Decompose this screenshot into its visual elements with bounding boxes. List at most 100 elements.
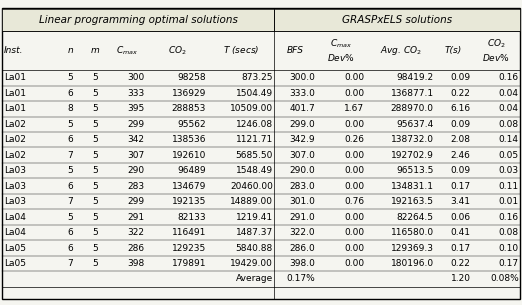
Text: 0.00: 0.00 [344, 120, 364, 129]
Text: 5: 5 [92, 182, 98, 191]
Text: 5: 5 [92, 243, 98, 253]
Text: 6.16: 6.16 [450, 104, 470, 113]
Text: 180196.0: 180196.0 [390, 259, 434, 268]
Text: 0.08: 0.08 [499, 228, 519, 237]
Text: 0.22: 0.22 [450, 259, 470, 268]
Text: 299: 299 [127, 120, 145, 129]
Text: 96489: 96489 [177, 166, 206, 175]
Text: 288853: 288853 [172, 104, 206, 113]
Text: 0.08%: 0.08% [490, 274, 519, 283]
Text: 1504.49: 1504.49 [236, 89, 273, 98]
Text: 129235: 129235 [172, 243, 206, 253]
Text: 300: 300 [127, 74, 145, 82]
Text: 0.00: 0.00 [344, 228, 364, 237]
Text: 5: 5 [92, 228, 98, 237]
Text: 134679: 134679 [172, 182, 206, 191]
Text: 5: 5 [92, 213, 98, 222]
Text: 2.08: 2.08 [450, 135, 470, 144]
Text: 98258: 98258 [177, 74, 206, 82]
Text: 2.46: 2.46 [450, 151, 470, 160]
Text: 1487.37: 1487.37 [235, 228, 273, 237]
Text: 0.00: 0.00 [344, 182, 364, 191]
Text: 6: 6 [67, 243, 73, 253]
Text: 283.0: 283.0 [290, 182, 315, 191]
Text: 192135: 192135 [172, 197, 206, 206]
Text: T(s): T(s) [445, 46, 462, 55]
Text: 0.17: 0.17 [450, 182, 470, 191]
Text: La01: La01 [4, 89, 26, 98]
Text: 5: 5 [67, 213, 73, 222]
Text: 192163.5: 192163.5 [391, 197, 434, 206]
Text: Inst.: Inst. [4, 46, 23, 55]
Text: 7: 7 [67, 259, 73, 268]
Text: 5685.50: 5685.50 [235, 151, 273, 160]
Text: 129369.3: 129369.3 [391, 243, 434, 253]
Text: 398: 398 [127, 259, 145, 268]
Text: Average: Average [235, 274, 273, 283]
Text: 0.16: 0.16 [499, 213, 519, 222]
Text: 307: 307 [127, 151, 145, 160]
Text: $T$ (secs): $T$ (secs) [223, 44, 259, 56]
Text: 5: 5 [92, 120, 98, 129]
Text: 299: 299 [127, 197, 145, 206]
Bar [275, 9, 520, 30]
Text: La03: La03 [4, 166, 26, 175]
Text: 6: 6 [67, 89, 73, 98]
Text: 5: 5 [92, 135, 98, 144]
Text: 322: 322 [128, 228, 145, 237]
Text: 290.0: 290.0 [290, 166, 315, 175]
Text: 192702.9: 192702.9 [391, 151, 434, 160]
Text: 0.09: 0.09 [450, 166, 470, 175]
Text: 0.04: 0.04 [499, 89, 519, 98]
Text: 7: 7 [67, 197, 73, 206]
Text: 301.0: 301.0 [290, 197, 315, 206]
Text: 0.08: 0.08 [499, 120, 519, 129]
Text: 136877.1: 136877.1 [390, 89, 434, 98]
Text: 0.00: 0.00 [344, 151, 364, 160]
Text: 0.16: 0.16 [499, 74, 519, 82]
Text: 307.0: 307.0 [290, 151, 315, 160]
Text: 14889.00: 14889.00 [230, 197, 273, 206]
Text: 5: 5 [92, 197, 98, 206]
Text: 0.17: 0.17 [450, 243, 470, 253]
Text: 0.05: 0.05 [499, 151, 519, 160]
Text: 1.67: 1.67 [344, 104, 364, 113]
Text: 0.17%: 0.17% [287, 274, 315, 283]
Text: 5: 5 [92, 74, 98, 82]
Text: 342: 342 [128, 135, 145, 144]
Text: 0.11: 0.11 [499, 182, 519, 191]
Text: 5: 5 [67, 120, 73, 129]
Text: 95637.4: 95637.4 [397, 120, 434, 129]
Text: 291: 291 [127, 213, 145, 222]
Text: 1121.71: 1121.71 [235, 135, 273, 144]
Text: 0.00: 0.00 [344, 166, 364, 175]
Text: 288970.0: 288970.0 [391, 104, 434, 113]
Text: 116580.0: 116580.0 [390, 228, 434, 237]
Text: 0.03: 0.03 [499, 166, 519, 175]
Text: 8: 8 [67, 104, 73, 113]
Text: 1219.41: 1219.41 [236, 213, 273, 222]
Text: La05: La05 [4, 243, 26, 253]
Text: GRASPxELS solutions: GRASPxELS solutions [342, 15, 453, 25]
Text: 290: 290 [127, 166, 145, 175]
Text: La02: La02 [4, 120, 26, 129]
Text: 333.0: 333.0 [290, 89, 315, 98]
Text: 286: 286 [127, 243, 145, 253]
Text: 3.41: 3.41 [450, 197, 470, 206]
Text: 5: 5 [67, 74, 73, 82]
Text: BFS: BFS [287, 46, 304, 55]
Text: Linear programming optimal solutions: Linear programming optimal solutions [39, 15, 238, 25]
Bar [2, 9, 275, 30]
Text: 1246.08: 1246.08 [236, 120, 273, 129]
Text: 138536: 138536 [171, 135, 206, 144]
Text: n: n [67, 46, 73, 55]
Text: 6: 6 [67, 135, 73, 144]
Text: La04: La04 [4, 228, 26, 237]
Text: 5: 5 [92, 166, 98, 175]
Text: 322.0: 322.0 [290, 228, 315, 237]
Text: 5840.88: 5840.88 [235, 243, 273, 253]
Text: 873.25: 873.25 [241, 74, 273, 82]
Text: 136929: 136929 [172, 89, 206, 98]
Text: 82133: 82133 [177, 213, 206, 222]
Text: 0.09: 0.09 [450, 74, 470, 82]
